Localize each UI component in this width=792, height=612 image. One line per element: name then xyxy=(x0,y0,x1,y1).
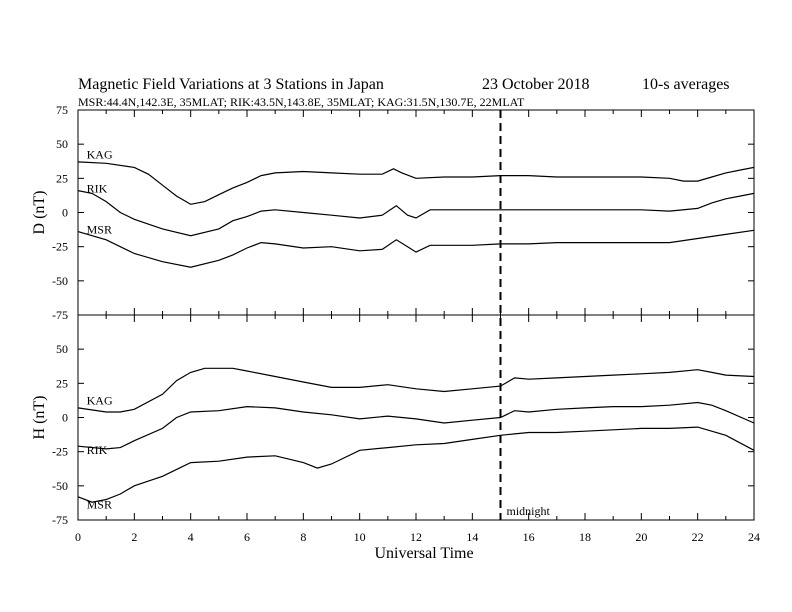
y-tick-label-H: 0 xyxy=(62,411,68,425)
y-tick-label-D: 75 xyxy=(56,103,68,117)
y-tick-label-D: -75 xyxy=(52,308,68,322)
series-line-H-kag xyxy=(77,367,755,413)
chart-subtitle: MSR:44.4N,142.3E, 35MLAT; RIK:43.5N,143.… xyxy=(78,95,525,109)
x-tick-label: 8 xyxy=(300,530,306,544)
y-tick-label-D: 0 xyxy=(62,206,68,220)
y-tick-label-D: -25 xyxy=(52,240,68,254)
x-tick-label: 16 xyxy=(523,530,535,544)
series-line-D-kag xyxy=(77,161,755,205)
y-tick-label-H: 50 xyxy=(56,342,68,356)
y-tick-label-D: 25 xyxy=(56,171,68,185)
y-axis-label-H: H (nT) xyxy=(31,396,48,440)
series-line-D-msr xyxy=(77,229,755,268)
x-tick-label: 10 xyxy=(354,530,366,544)
series-label-D-msr: MSR xyxy=(87,223,112,237)
series-label-H-msr: MSR xyxy=(87,497,112,511)
y-tick-label-H: -25 xyxy=(52,445,68,459)
y-tick-label-D: -50 xyxy=(52,274,68,288)
x-tick-label: 24 xyxy=(748,530,760,544)
y-tick-label-H: -50 xyxy=(52,479,68,493)
series-label-H-rik: RIK xyxy=(87,443,108,457)
series-line-H-msr xyxy=(77,426,755,503)
plot-area: 75 50 25 0 -25 -50 -75 D (nT) KAG RIK MSR 50 25 0 -25 -… xyxy=(31,103,760,544)
panel-frame-H xyxy=(77,314,755,521)
y-tick-label-H: -75 xyxy=(52,513,68,527)
series-label-D-kag: KAG xyxy=(87,148,113,162)
midnight-label: midnight xyxy=(507,504,551,518)
x-tick-label: 12 xyxy=(410,530,422,544)
x-tick-label: 4 xyxy=(188,530,194,544)
series-label-H-kag: KAG xyxy=(87,394,113,408)
y-tick-label-H: 25 xyxy=(56,376,68,390)
x-axis-label: Universal Time xyxy=(374,545,473,562)
y-axis-label-D: D (nT) xyxy=(31,191,48,235)
y-tick-label-D: 50 xyxy=(56,137,68,151)
chart-title: Magnetic Field Variations at 3 Stations … xyxy=(78,76,384,93)
chart-averaging: 10-s averages xyxy=(642,76,730,93)
x-tick-label: 22 xyxy=(692,530,704,544)
chart-date: 23 October 2018 xyxy=(482,76,590,93)
series-line-H-rik xyxy=(77,401,755,450)
x-tick-label: 6 xyxy=(244,530,250,544)
x-tick-label: 20 xyxy=(635,530,647,544)
x-tick-label: 18 xyxy=(579,530,591,544)
x-tick-label: 0 xyxy=(75,530,81,544)
x-tick-label: 14 xyxy=(466,530,478,544)
x-tick-label: 2 xyxy=(131,530,137,544)
series-label-D-rik: RIK xyxy=(87,182,108,196)
panel-frame-D xyxy=(77,109,755,316)
series-line-D-rik xyxy=(77,190,755,237)
